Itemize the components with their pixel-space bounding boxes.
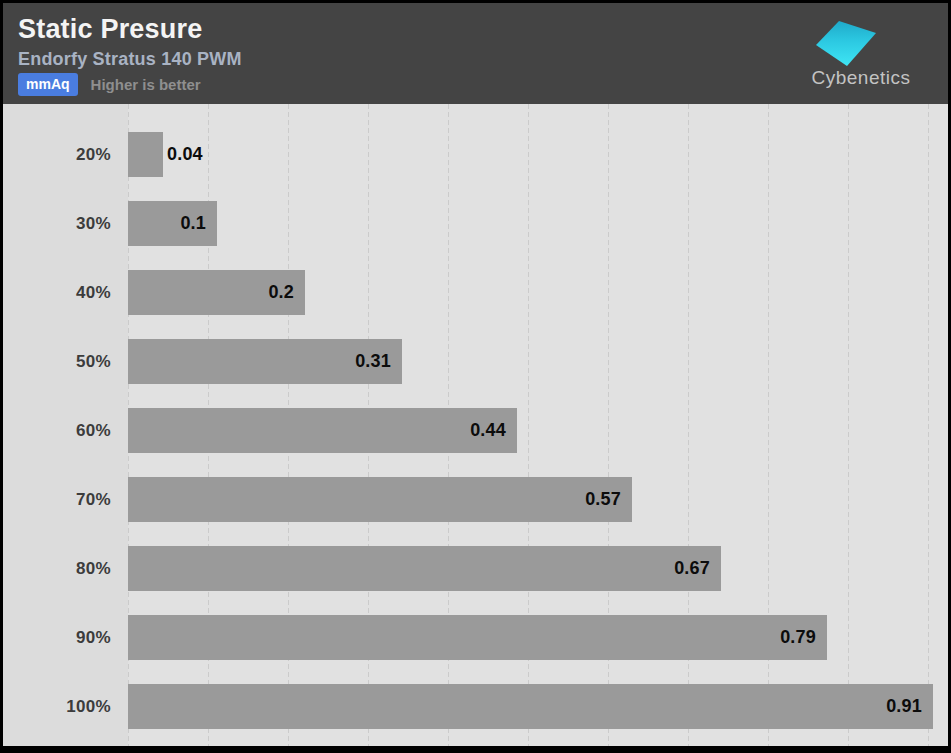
- bar: 0.04: [128, 132, 163, 177]
- chart-subtitle: Endorfy Stratus 140 PWM: [18, 49, 242, 70]
- bar-value-label: 0.79: [780, 615, 816, 660]
- bar-row: 90% 0.79: [3, 615, 948, 660]
- bar: 0.79: [128, 615, 827, 660]
- bar-row: 30% 0.1: [3, 201, 948, 246]
- bar: 0.91: [128, 684, 933, 729]
- category-label: 90%: [3, 615, 111, 660]
- bar-row: 80% 0.67: [3, 546, 948, 591]
- logo-parallelogram-icon: [816, 21, 876, 66]
- bar-value-label: 0.1: [180, 201, 206, 246]
- chart-header: Static Presure Endorfy Stratus 140 PWM m…: [3, 3, 948, 104]
- chart-area: 20% 0.04 30% 0.1 40% 0.2 50% 0.31 60% 0.44 70% 0.57…: [3, 104, 948, 746]
- chart-title: Static Presure: [18, 14, 202, 45]
- bar-value-label: 0.57: [585, 477, 621, 522]
- brand-name: Cybenetics: [812, 67, 911, 88]
- bar-row: 40% 0.2: [3, 270, 948, 315]
- badge-row: mmAq Higher is better: [18, 73, 201, 96]
- category-label: 30%: [3, 201, 111, 246]
- bar-row: 100% 0.91: [3, 684, 948, 729]
- bar-value-label: 0.44: [470, 408, 506, 453]
- bar: 0.31: [128, 339, 402, 384]
- bar-value-label: 0.04: [167, 132, 203, 177]
- cybenetics-logo-icon: Cybenetics: [799, 9, 924, 99]
- bar: 0.1: [128, 201, 217, 246]
- bar: 0.67: [128, 546, 721, 591]
- category-label: 20%: [3, 132, 111, 177]
- category-label: 70%: [3, 477, 111, 522]
- category-label: 40%: [3, 270, 111, 315]
- unit-badge: mmAq: [18, 73, 78, 96]
- category-label: 60%: [3, 408, 111, 453]
- bar-row: 20% 0.04: [3, 132, 948, 177]
- brand-logo: Cybenetics: [799, 9, 924, 99]
- bar-value-label: 0.31: [355, 339, 391, 384]
- bar-row: 60% 0.44: [3, 408, 948, 453]
- bar-value-label: 0.67: [674, 546, 710, 591]
- bar-row: 50% 0.31: [3, 339, 948, 384]
- chart-card: Static Presure Endorfy Stratus 140 PWM m…: [3, 3, 948, 746]
- higher-is-better-note: Higher is better: [91, 76, 201, 93]
- category-label: 100%: [3, 684, 111, 729]
- page-frame: Static Presure Endorfy Stratus 140 PWM m…: [0, 0, 951, 753]
- category-label: 50%: [3, 339, 111, 384]
- bar-row: 70% 0.57: [3, 477, 948, 522]
- bar: 0.44: [128, 408, 517, 453]
- bar-value-label: 0.2: [268, 270, 294, 315]
- bar-value-label: 0.91: [886, 684, 922, 729]
- bar: 0.2: [128, 270, 305, 315]
- bar: 0.57: [128, 477, 632, 522]
- category-label: 80%: [3, 546, 111, 591]
